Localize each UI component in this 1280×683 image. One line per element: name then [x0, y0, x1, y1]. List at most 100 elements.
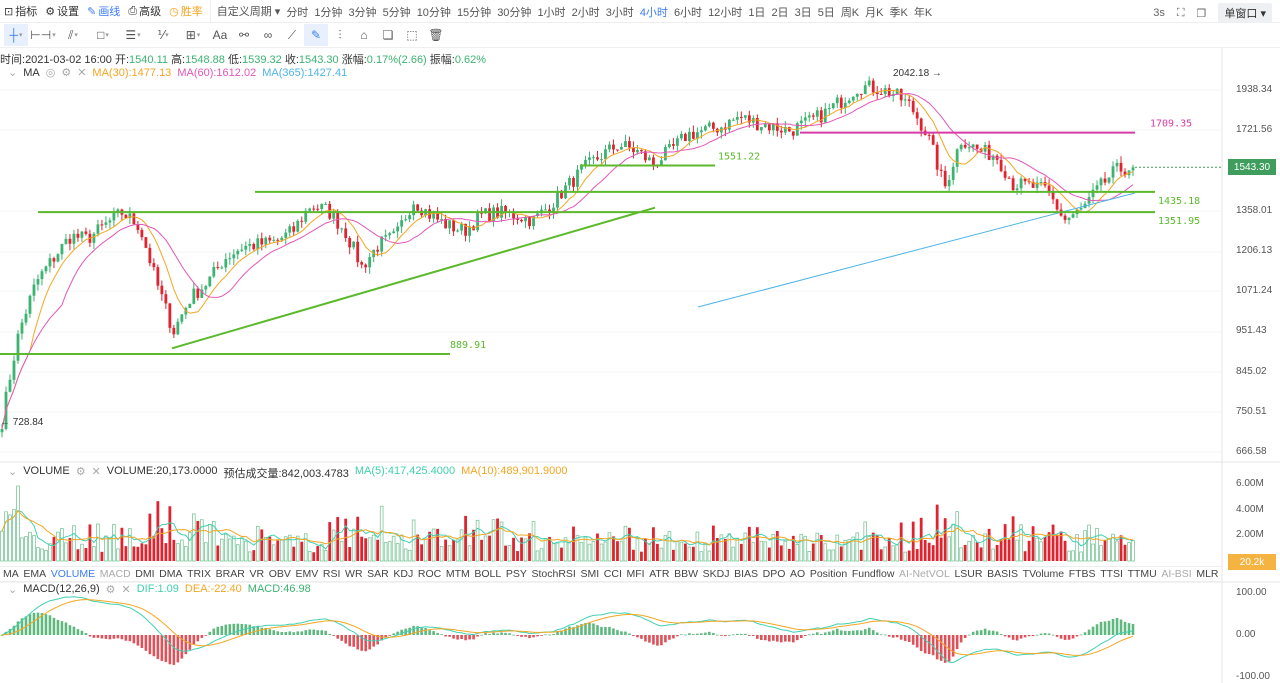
period-10[interactable]: 4小时 [639, 7, 668, 19]
refresh-interval[interactable]: 3s [1153, 7, 1165, 19]
trend-line-tool[interactable]: ⫽ ▾ [68, 27, 78, 42]
period-15[interactable]: 3日 [794, 7, 812, 19]
ruler-icon[interactable]: ⟋ [287, 27, 297, 42]
gear-icon[interactable]: ⚙ [75, 466, 86, 478]
period-18[interactable]: 月K [865, 7, 884, 19]
collapse-icon[interactable]: ⌄ [8, 67, 18, 79]
indicator-tab[interactable]: BBW [674, 568, 698, 580]
crosshair-tool[interactable]: ┼ ▾ [4, 24, 28, 46]
draw-button[interactable]: ✎ 画线 [87, 3, 120, 19]
indicator-tab[interactable]: DPO [762, 568, 786, 580]
indicator-tab[interactable]: AI-NetVOL [899, 568, 950, 580]
period-7[interactable]: 1小时 [537, 7, 566, 19]
eye-icon[interactable]: ◎ [45, 67, 56, 79]
indicator-tab[interactable]: DMA [159, 568, 183, 580]
indicator-tab[interactable]: MLR [1196, 568, 1219, 580]
winrate-button[interactable]: ◷ 胜率 [169, 3, 203, 19]
gear-icon[interactable]: ⚙ [105, 584, 116, 596]
indicator-tab[interactable]: TVolume [1022, 568, 1065, 580]
indicator-tab[interactable]: EMV [295, 568, 319, 580]
indicator-tab[interactable]: TRIX [187, 568, 212, 580]
collapse-icon[interactable]: ⌄ [8, 466, 18, 478]
period-19[interactable]: 季K [889, 7, 908, 19]
indicator-tab[interactable]: KDJ [393, 568, 414, 580]
indicator-tab[interactable]: RSI [322, 568, 341, 580]
indicator-tab[interactable]: ROC [417, 568, 442, 580]
indicator-tab[interactable]: DMI [135, 568, 155, 580]
period-3[interactable]: 5分钟 [382, 7, 411, 19]
period-4[interactable]: 10分钟 [416, 7, 451, 19]
magnet-icon[interactable]: ⚯ [238, 28, 250, 42]
indicator-tab[interactable]: MTM [445, 568, 470, 580]
window-mode-dropdown[interactable]: 单窗口 ▾ [1218, 3, 1272, 23]
indicator-tab[interactable]: SAR [367, 568, 389, 580]
indicator-tab[interactable]: EMA [23, 568, 47, 580]
indicator-tab[interactable]: TTMU [1127, 568, 1157, 580]
close-icon[interactable]: ✕ [121, 584, 131, 596]
indicator-tab[interactable]: MFI [626, 568, 645, 580]
volume-bar [383, 542, 388, 562]
period-9[interactable]: 3小时 [605, 7, 634, 19]
horizontal-line-tool[interactable]: ⊢⊣ ▾ [30, 28, 56, 42]
window-add-icon[interactable]: ❐ [1196, 7, 1207, 20]
lock-tools-icon[interactable]: ⫶ [338, 27, 342, 42]
period-17[interactable]: 周K [840, 7, 860, 19]
period-20[interactable]: 年K [913, 7, 933, 19]
indicator-button[interactable]: ⊡ 指标 [4, 3, 37, 19]
unlock-icon[interactable]: ⌂ [360, 28, 368, 42]
indicator-tab[interactable]: FTBS [1068, 568, 1096, 580]
indicator-tab[interactable]: SKDJ [702, 568, 730, 580]
indicator-tab[interactable]: StochRSI [531, 568, 576, 580]
indicator-tab[interactable]: BRAR [215, 568, 245, 580]
indicator-tab[interactable]: AI-BSI [1161, 568, 1192, 580]
close-icon[interactable]: ✕ [91, 466, 101, 478]
indicator-tab[interactable]: MA [3, 568, 19, 580]
screenshot-icon[interactable]: ⬚ [406, 28, 418, 42]
indicator-tab[interactable]: Position [809, 568, 848, 580]
settings-button[interactable]: ⚙ 设置 [45, 3, 79, 19]
custom-period-dropdown[interactable]: 自定义周期 ▾ [216, 6, 281, 18]
period-11[interactable]: 6小时 [673, 7, 703, 19]
period-0[interactable]: 分时 [286, 7, 309, 19]
indicator-tab[interactable]: Fundflow [851, 568, 895, 580]
copy-icon[interactable]: ❏ [382, 28, 394, 42]
advanced-button[interactable]: ⎙ 高级 [128, 3, 161, 19]
indicator-tab[interactable]: WR [345, 568, 363, 580]
indicator-tab[interactable]: MACD [99, 568, 131, 580]
indicator-tab[interactable]: BIAS [734, 568, 759, 580]
indicator-tab[interactable]: VR [249, 568, 265, 580]
rectangle-tool[interactable]: □ ▾ [97, 28, 109, 42]
period-8[interactable]: 2小时 [571, 7, 600, 19]
period-16[interactable]: 5日 [817, 7, 835, 19]
indicator-tab[interactable]: TTSI [1100, 568, 1123, 580]
period-2[interactable]: 3分钟 [348, 7, 377, 19]
parallel-lines-tool[interactable]: ☰ ▾ [125, 28, 141, 42]
period-1[interactable]: 1分钟 [314, 7, 343, 19]
fib-tool[interactable]: ⅟ ▾ [157, 28, 169, 42]
indicator-tab[interactable]: PSY [505, 568, 527, 580]
draw-mode-icon[interactable]: ✎ [304, 24, 328, 46]
period-13[interactable]: 1日 [748, 7, 766, 19]
period-14[interactable]: 2日 [771, 7, 789, 19]
collapse-icon[interactable]: ⌄ [8, 584, 18, 596]
link-icon[interactable]: ∞ [263, 28, 273, 42]
indicator-tab[interactable]: CCI [603, 568, 622, 580]
close-icon[interactable]: ✕ [77, 67, 87, 79]
period-6[interactable]: 30分钟 [497, 7, 532, 19]
period-5[interactable]: 15分钟 [456, 7, 492, 19]
indicator-tab[interactable]: BOLL [474, 568, 502, 580]
text-tool[interactable]: Aa [212, 28, 228, 42]
period-12[interactable]: 12小时 [708, 7, 743, 19]
measure-tool[interactable]: ⊞ ▾ [185, 28, 201, 42]
indicator-tab[interactable]: ATR [649, 568, 670, 580]
indicator-tab[interactable]: VOLUME [50, 568, 96, 580]
indicator-tab[interactable]: BASIS [987, 568, 1019, 580]
gear-icon[interactable]: ⚙ [61, 67, 72, 79]
indicator-tab[interactable]: LSUR [954, 568, 983, 580]
indicator-tab[interactable]: AO [790, 568, 806, 580]
fullscreen-icon[interactable]: ⛶ [1176, 6, 1185, 19]
indicator-tab[interactable]: SMI [580, 568, 600, 580]
indicator-tab[interactable]: OBV [268, 568, 291, 580]
trash-icon[interactable]: 🗑 [428, 28, 444, 42]
